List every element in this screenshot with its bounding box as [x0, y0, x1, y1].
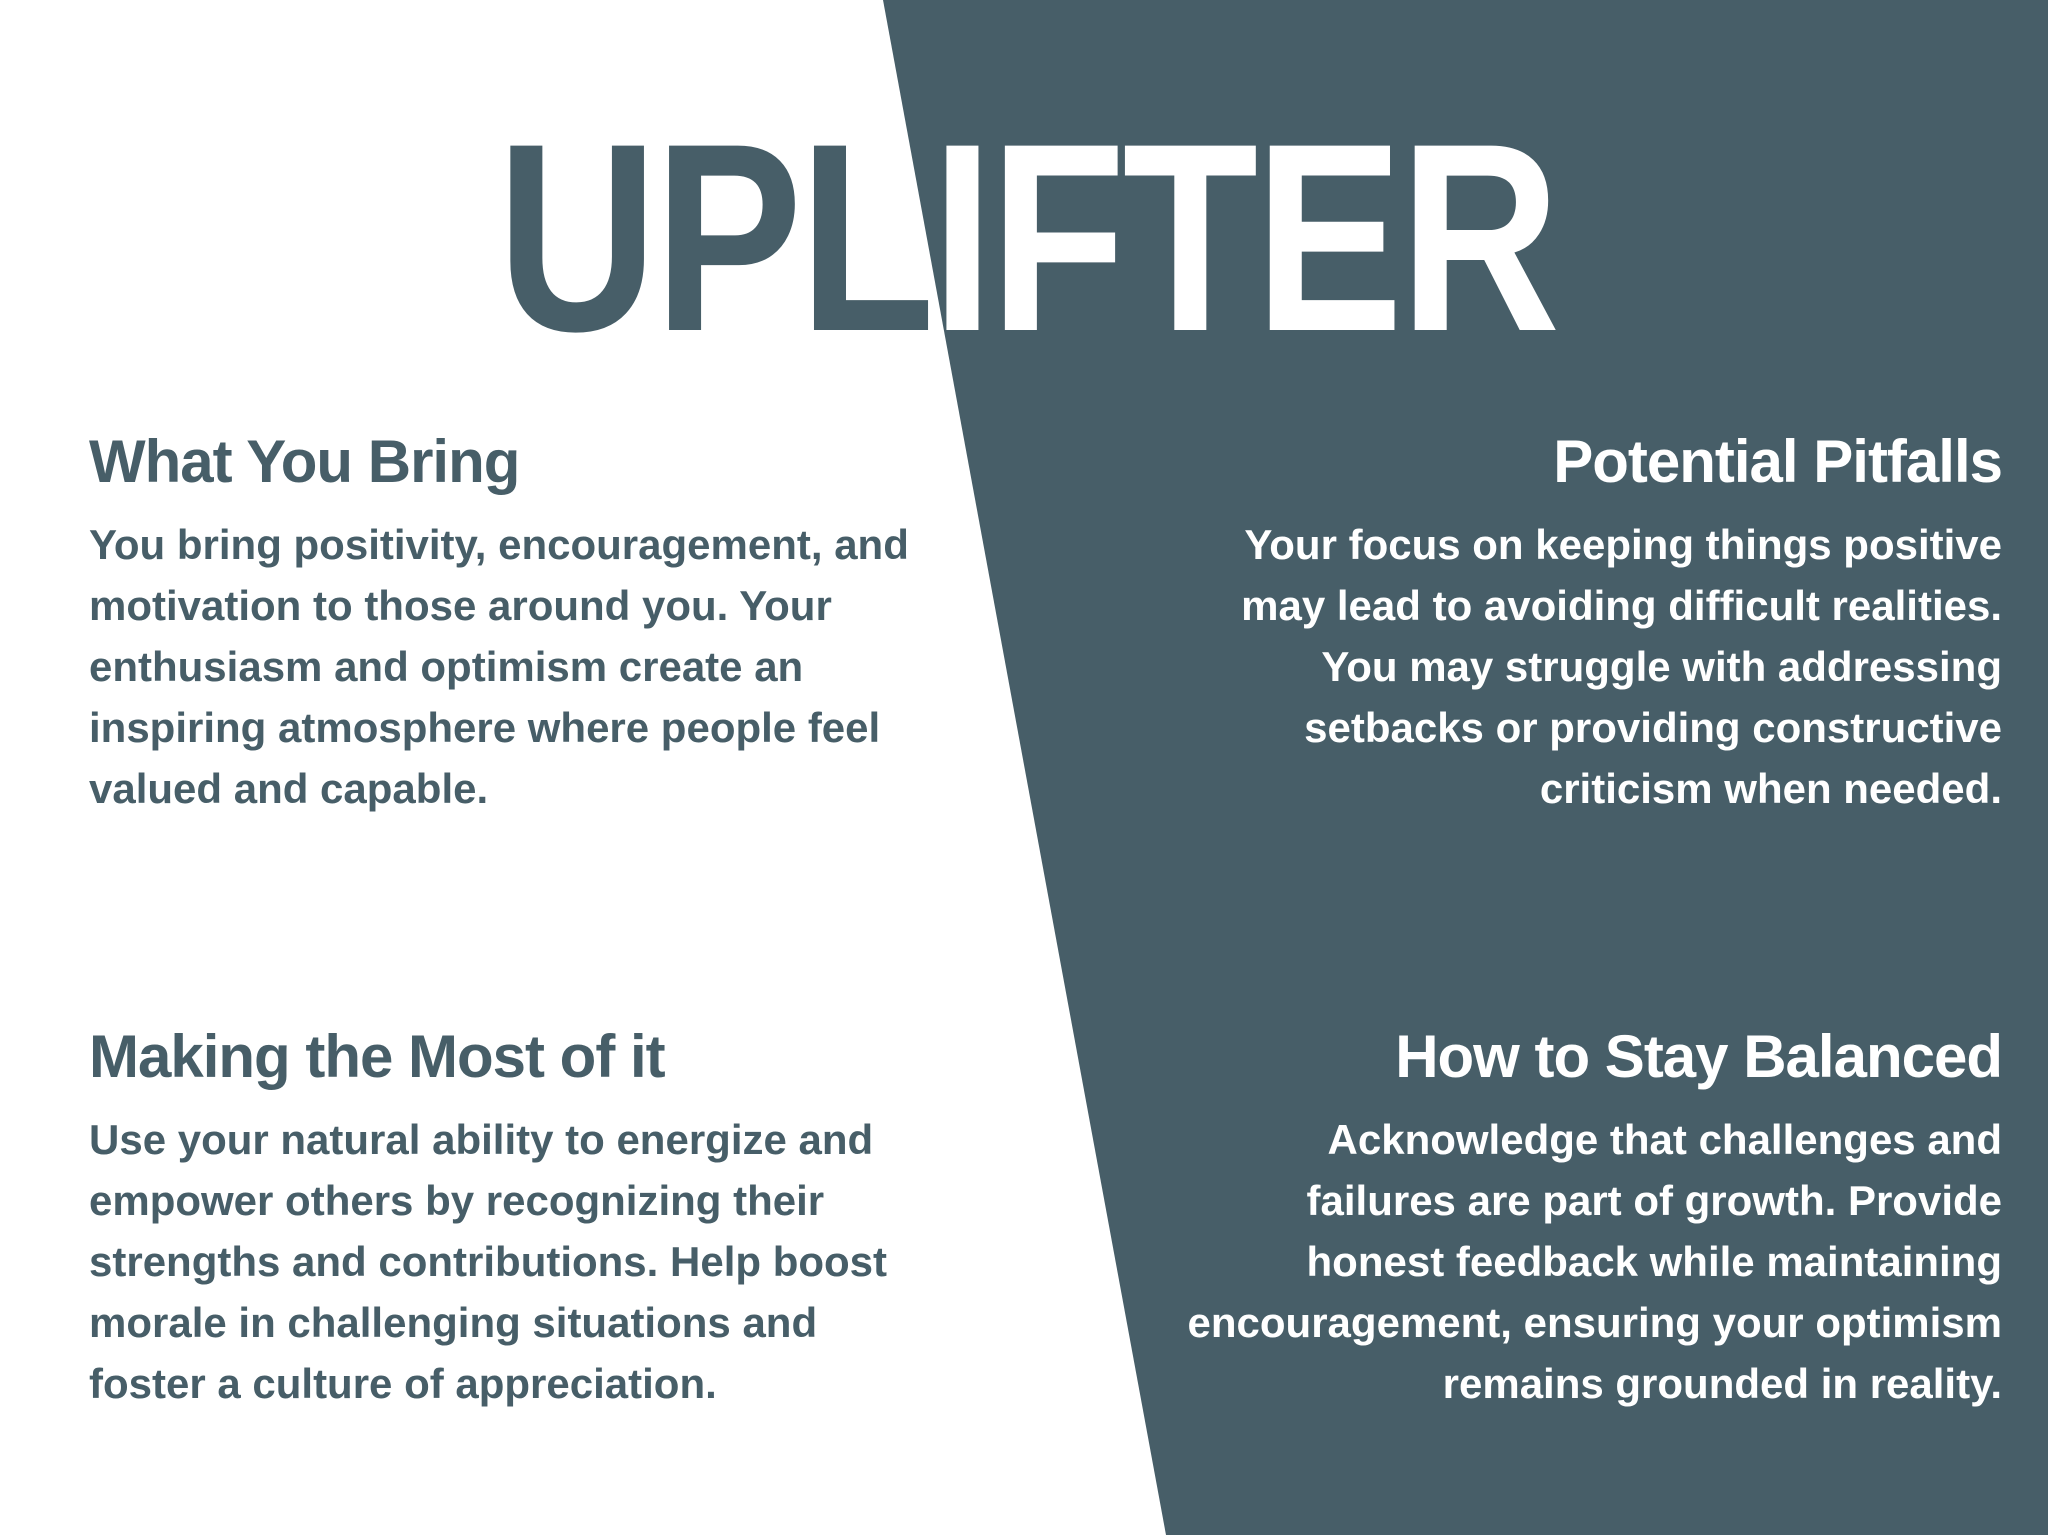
- page-title-overlay: UPLIFTER: [497, 87, 1557, 387]
- section-what-you-bring: What You Bring You bring positivity, enc…: [89, 426, 969, 819]
- section-body: You bring positivity, encouragement, and…: [89, 521, 909, 812]
- section-body: Acknowledge that challenges and failures…: [1187, 1116, 2002, 1407]
- section-heading: Making the Most of it: [89, 1023, 666, 1090]
- section-potential-pitfalls: Potential Pitfalls Your focus on keeping…: [1122, 426, 2003, 819]
- section-heading: What You Bring: [89, 428, 520, 495]
- section-stay-balanced: How to Stay Balanced Acknowledge that ch…: [1122, 1021, 2003, 1414]
- section-heading: Potential Pitfalls: [1553, 428, 2003, 495]
- section-body: Use your natural ability to energize and…: [89, 1116, 887, 1407]
- section-heading: How to Stay Balanced: [1395, 1023, 2003, 1090]
- section-making-the-most: Making the Most of it Use your natural a…: [89, 1021, 969, 1414]
- section-body: Your focus on keeping things positive ma…: [1241, 521, 2002, 812]
